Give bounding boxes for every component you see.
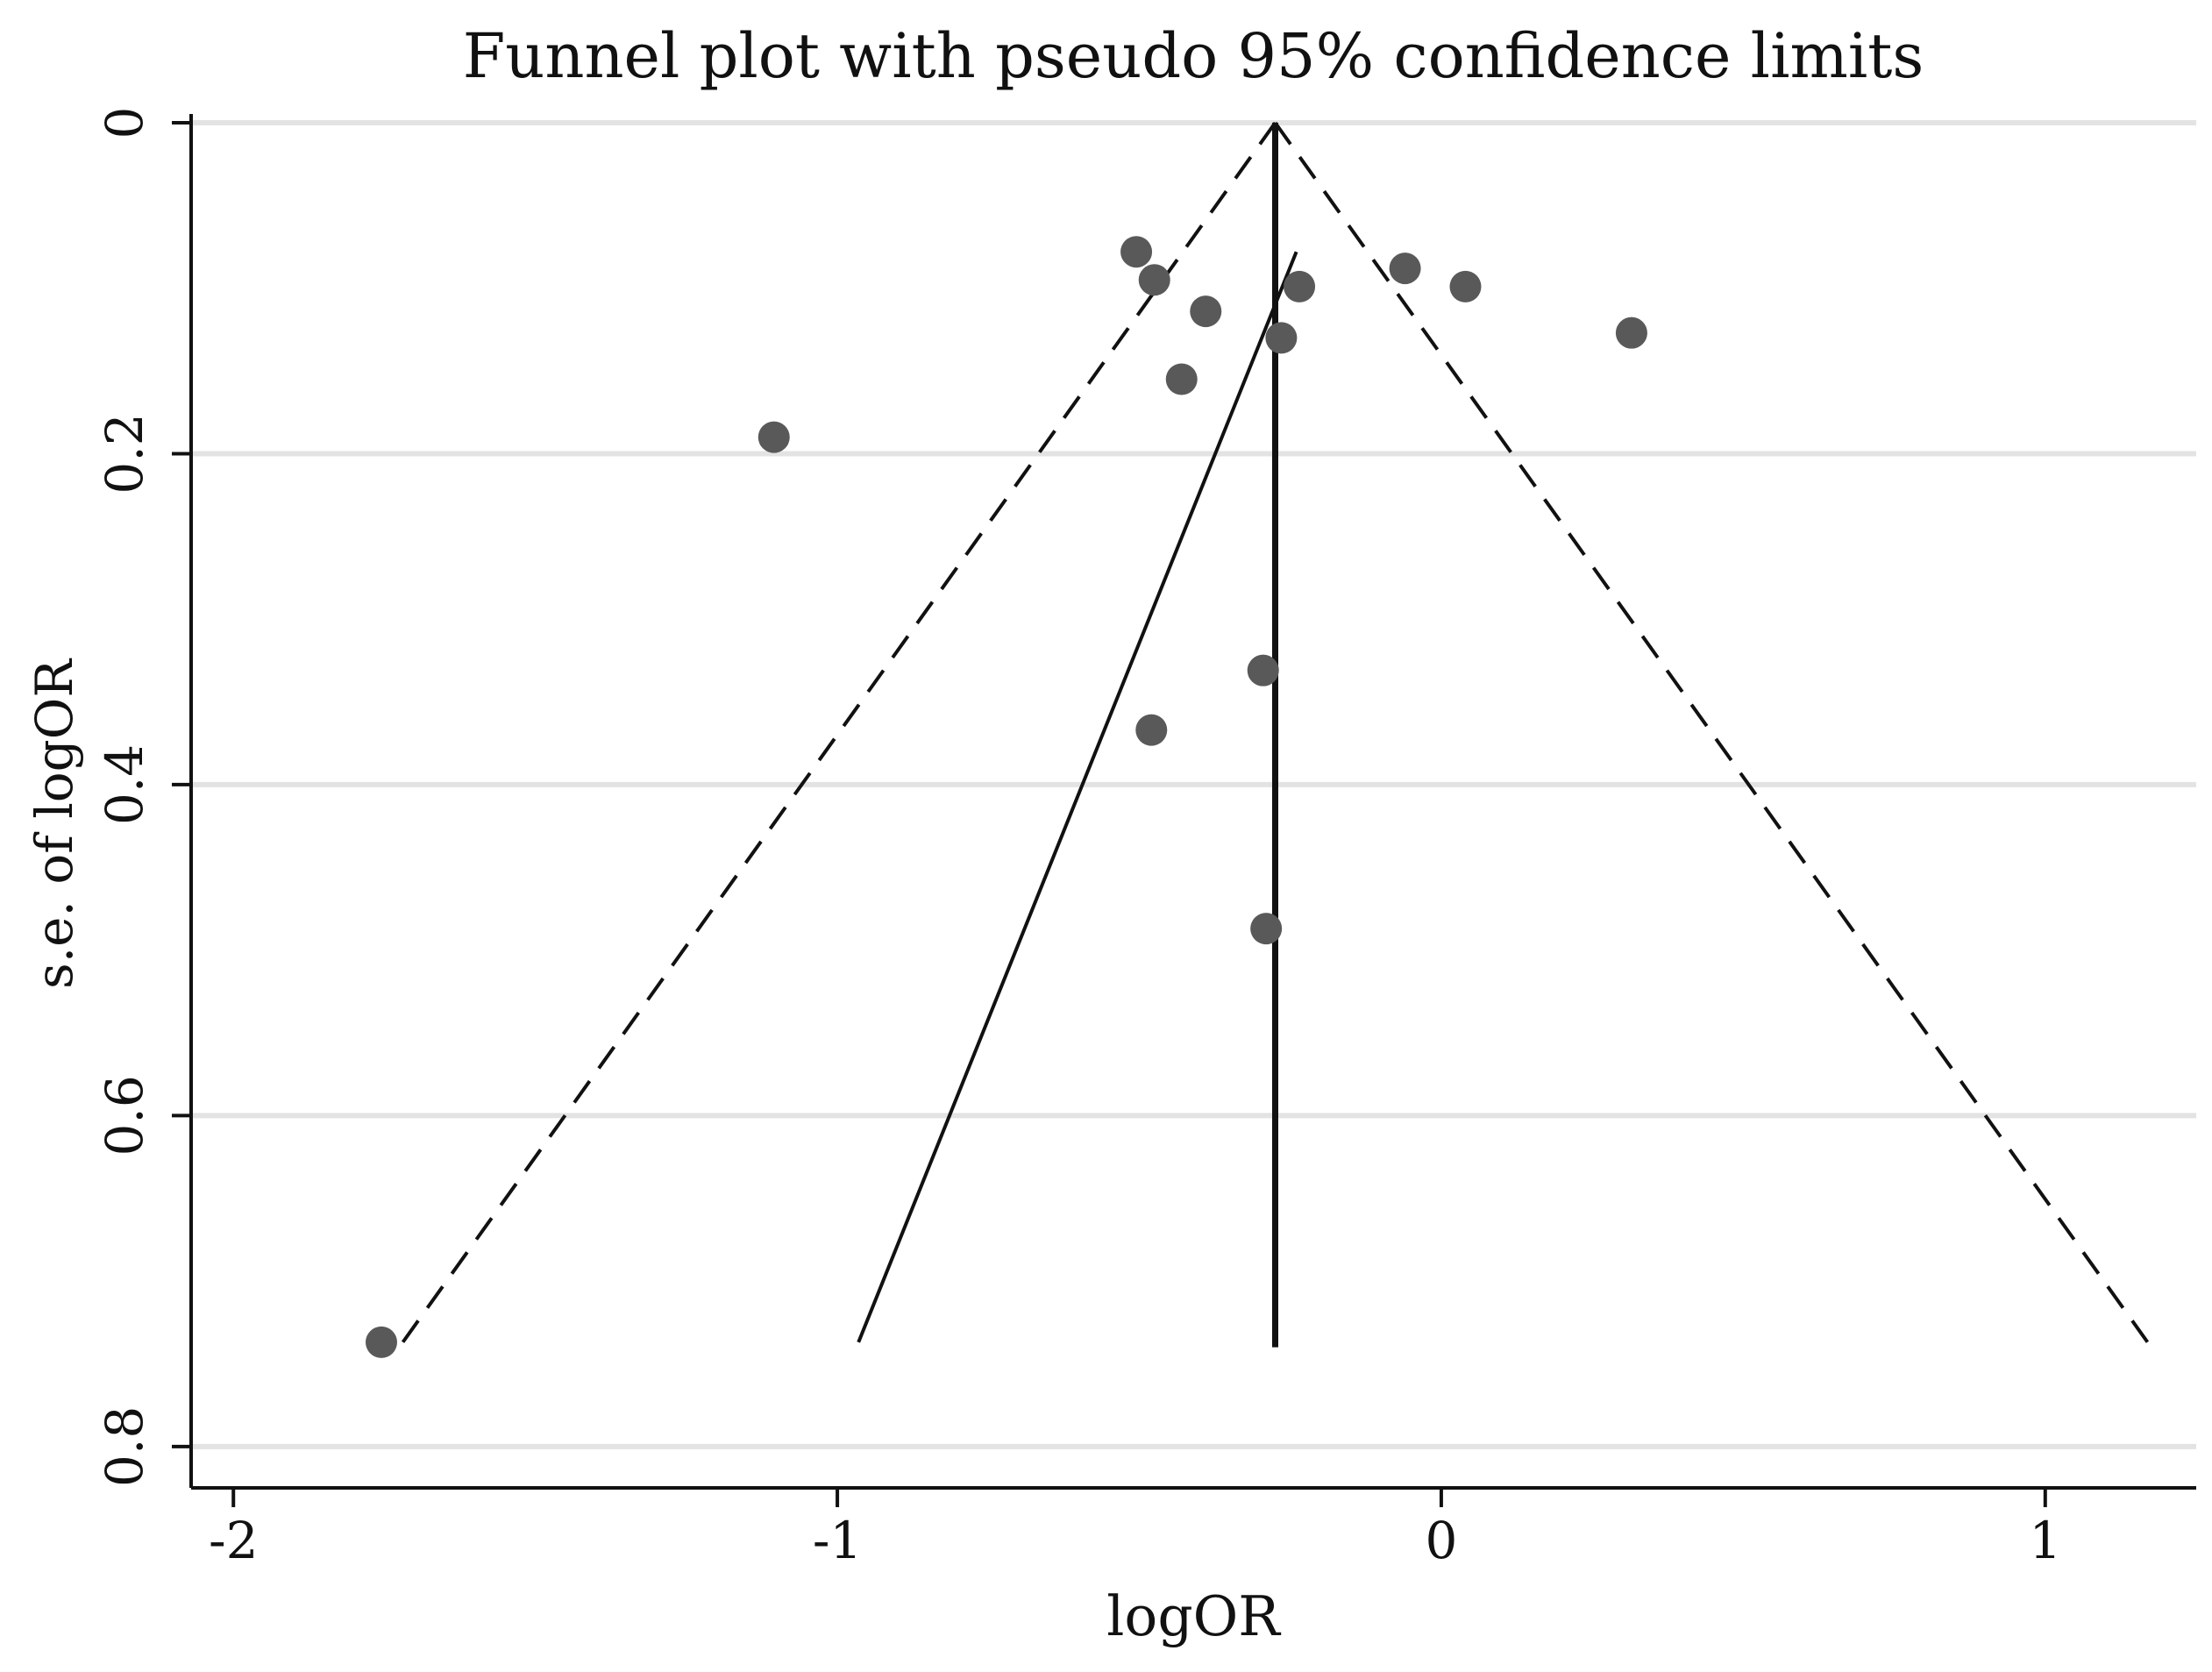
y-tick-label: 0.4 — [95, 744, 154, 825]
grid-lines — [191, 120, 2196, 1449]
x-tick-label: -2 — [209, 1511, 259, 1570]
y-tick-label: 0.6 — [95, 1075, 154, 1156]
chart-title: Funnel plot with pseudo 95% confidence l… — [463, 20, 1924, 92]
study-point — [1135, 714, 1168, 746]
study-point — [1284, 270, 1316, 302]
study-point — [1120, 236, 1153, 268]
study-point — [1615, 317, 1647, 349]
study-point — [1247, 654, 1279, 687]
study-point — [757, 421, 790, 453]
y-tick-label: 0 — [95, 107, 154, 139]
study-point — [1389, 253, 1421, 285]
axes: 0 0.2 0.4 0.6 0.8 -2 -1 0 1 — [95, 107, 2196, 1570]
study-point — [1250, 913, 1283, 945]
y-tick-label: 0.2 — [95, 413, 154, 494]
x-tick-label: -1 — [813, 1511, 863, 1570]
study-point — [1165, 363, 1198, 395]
study-point — [365, 1326, 397, 1358]
regression-line — [857, 251, 1298, 1343]
data-points — [365, 236, 1647, 1358]
x-tick-label: 1 — [2029, 1511, 2061, 1570]
study-point — [1138, 264, 1170, 296]
x-tick-label: 0 — [1425, 1511, 1457, 1570]
y-axis-label: s.e. of logOR — [25, 658, 84, 989]
study-point — [1265, 322, 1298, 354]
study-point — [1449, 270, 1482, 302]
x-axis-label: logOR — [1106, 1584, 1281, 1648]
y-tick-label: 0.8 — [95, 1406, 154, 1487]
study-point — [1190, 295, 1222, 328]
